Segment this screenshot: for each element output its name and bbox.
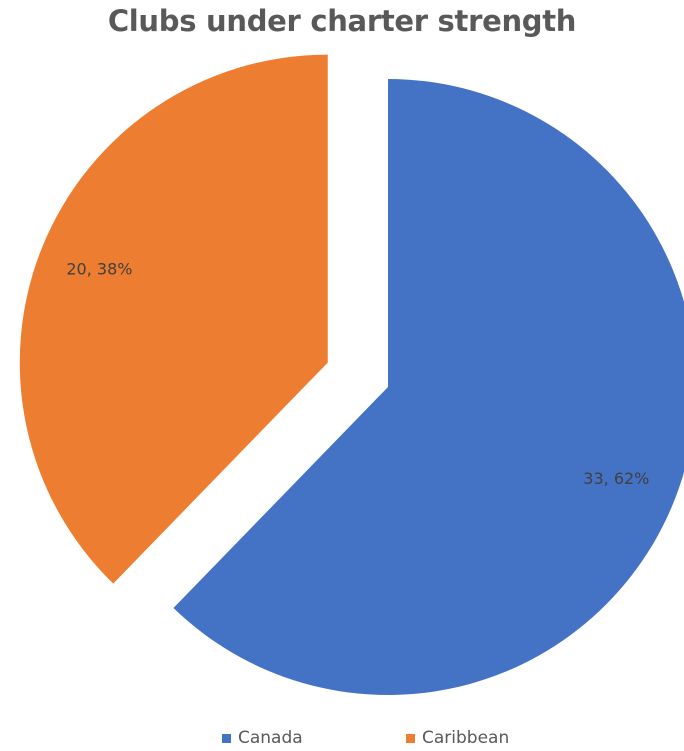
legend-swatch-caribbean — [406, 733, 415, 743]
data-label-canada: 33, 62% — [583, 469, 649, 488]
chart-title: Clubs under charter strength — [107, 4, 577, 38]
legend-swatch-canada — [222, 733, 231, 743]
legend-label-caribbean: Caribbean — [422, 728, 510, 748]
pie-slice-canada — [173, 79, 684, 695]
legend-label-canada: Canada — [238, 728, 303, 748]
legend-item-caribbean: Caribbean — [406, 728, 509, 748]
legend-item-canada: Canada — [222, 728, 303, 748]
data-label-caribbean: 20, 38% — [66, 259, 132, 278]
pie-slice-caribbean — [19, 54, 328, 584]
chart-legend: Canada Caribbean — [0, 728, 684, 750]
